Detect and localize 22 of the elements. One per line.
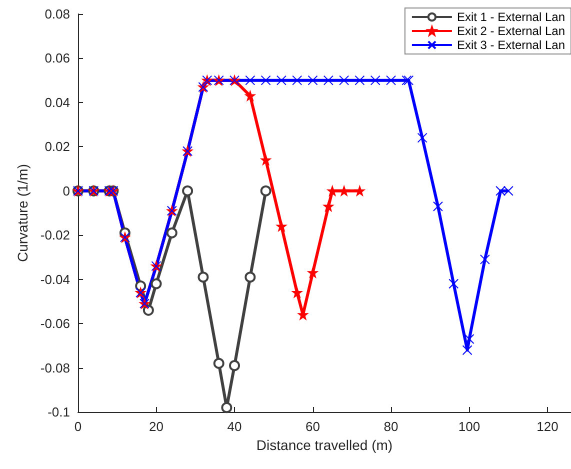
y-tick-label: 0.06 [44, 50, 70, 66]
y-tick-label: 0.02 [44, 139, 70, 154]
x-tick-label: 100 [458, 419, 480, 434]
legend-label: Exit 3 - External Lan [456, 38, 566, 52]
y-tick-label: -0.02 [40, 228, 70, 243]
x-tick-label: 20 [149, 419, 164, 434]
x-tick-label: 60 [306, 419, 320, 434]
y-tick-label: 0.04 [44, 94, 70, 110]
y-axis-title: Curvature (1/m) [14, 164, 30, 262]
y-tick-label: -0.08 [40, 360, 70, 376]
x-tick-label: 120 [536, 419, 558, 434]
x-axis-title: Distance travelled (m) [256, 436, 393, 453]
legend-label: Exit 1 - External Lan [456, 10, 566, 24]
y-tick-label: -0.04 [40, 272, 70, 287]
y-tick-label: 0.08 [44, 6, 70, 22]
x-tick-label: 80 [384, 419, 398, 434]
y-tick-label: -0.06 [40, 316, 70, 332]
x-tick-label: 0 [74, 419, 82, 434]
legend-label: Exit 2 - External Lan [456, 24, 566, 38]
x-tick-label: 40 [227, 419, 242, 434]
y-tick-label: -0.1 [48, 404, 70, 420]
y-tick-label: 0 [62, 183, 70, 198]
